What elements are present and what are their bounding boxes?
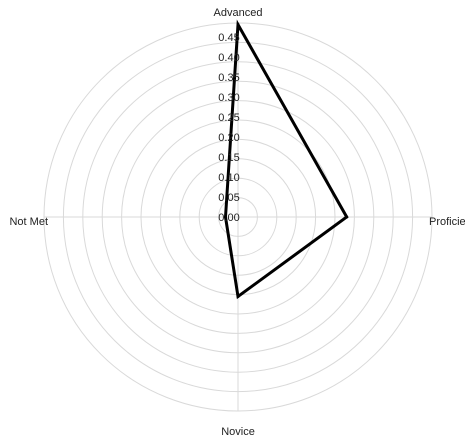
series-layer [223, 19, 349, 300]
tick-label: 0.25 [218, 112, 239, 124]
data-point-advanced [236, 23, 240, 27]
tick-label: 0.20 [218, 132, 239, 144]
tick-label: 0.40 [218, 52, 239, 64]
data-point-not-met [224, 215, 227, 219]
tick-label: 0.35 [218, 72, 239, 84]
axis-label-proficient: Proficient [429, 216, 465, 228]
axis-label-not-met: Not Met [9, 216, 48, 228]
data-point-proficient [345, 215, 349, 219]
tick-label: 0.30 [218, 92, 239, 104]
axis-label-advanced: Advanced [214, 7, 263, 19]
axis-labels: Advanced Proficient Novice Not Met [9, 7, 465, 438]
tick-label: 0.15 [218, 152, 239, 164]
axis-label-novice: Novice [221, 426, 255, 438]
tick-label: 0.00 [218, 212, 239, 224]
tick-labels: 0.00 0.05 0.10 0.15 0.20 0.25 0.30 0.35 0.40 0.45 [218, 32, 239, 224]
tick-label: 0.45 [218, 32, 239, 44]
tick-label: 0.10 [218, 172, 239, 184]
tick-label: 0.05 [218, 192, 239, 204]
data-point-novice [236, 295, 240, 298]
